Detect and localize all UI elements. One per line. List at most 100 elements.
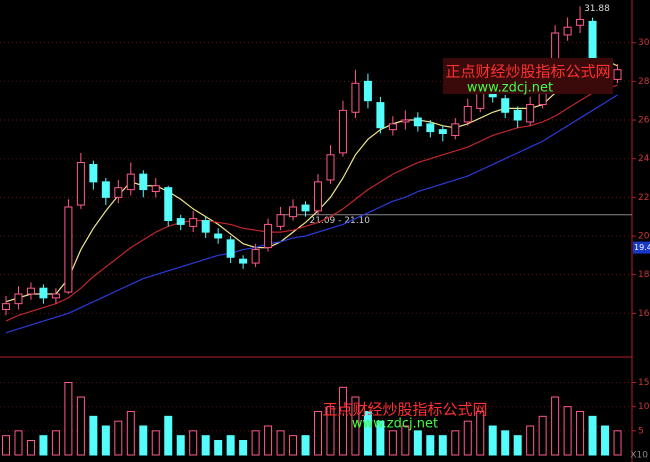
candle-body [563, 26, 572, 36]
volume-bar [126, 411, 135, 456]
candle-body [214, 233, 223, 239]
candle-body [388, 123, 397, 131]
volume-unit: X10 [630, 451, 648, 461]
y-tick-label: 26 [638, 116, 650, 126]
y-tick-label: 5 [638, 426, 644, 436]
ma-line [5, 94, 618, 334]
volume-bar [388, 430, 397, 456]
volume-bar [351, 396, 360, 456]
candle-body [226, 239, 235, 258]
volume-bar [551, 396, 560, 456]
watermark-box [443, 58, 613, 94]
ma-line [5, 84, 618, 322]
volume-bar [563, 406, 572, 456]
volume-bar [601, 425, 610, 456]
volume-bar [476, 411, 485, 456]
volume-bar [2, 435, 10, 456]
volume-bar [101, 425, 110, 456]
watermark-url: www.zdcj.net [467, 81, 553, 96]
candle-body [426, 123, 435, 133]
y-tick-label: 28 [638, 77, 650, 87]
volume-bar [488, 425, 497, 456]
volume-bar [376, 420, 385, 456]
volume-bar [413, 430, 422, 456]
volume-bar [264, 425, 273, 456]
candle-body [588, 20, 597, 63]
volume-bar [176, 435, 185, 456]
volume-bar [14, 430, 23, 456]
high-label: 31.88 [584, 4, 610, 14]
volume-bar [64, 382, 73, 456]
volume-bar [438, 435, 447, 456]
candle-body [164, 187, 173, 222]
volume-bar [501, 430, 510, 456]
volume-bar [576, 411, 585, 456]
candle-body [264, 223, 273, 249]
candle-body [351, 82, 360, 113]
volume-bar [513, 435, 522, 456]
watermark-title: 正点财经炒股指标公式网 [322, 401, 487, 419]
candle-body [276, 214, 285, 227]
volume-bar [114, 420, 123, 456]
y-tick-label: 15 [638, 378, 649, 388]
y-tick-label: 10 [638, 402, 650, 412]
candle-body [2, 303, 10, 310]
candle-body [126, 173, 135, 191]
volume-bar [588, 415, 597, 456]
y-tick-label: 18 [638, 270, 650, 280]
volume-bar [164, 415, 173, 456]
candle-body [101, 181, 110, 198]
volume-bar [139, 425, 148, 456]
candle-body [613, 69, 622, 80]
volume-bar [401, 425, 410, 456]
candle-body [526, 104, 535, 123]
volume-bar [463, 420, 472, 456]
candle-body [401, 119, 410, 123]
volume-bar [201, 435, 210, 456]
candle-body [576, 18, 585, 26]
volume-bar [363, 411, 372, 456]
volume-bar [451, 430, 460, 456]
candle-body [451, 123, 460, 136]
watermark-title: 正点财经炒股指标公式网 [445, 63, 610, 81]
volume-bar [314, 411, 322, 456]
candle-body [463, 105, 472, 123]
candle-body [64, 206, 73, 293]
volume-bar [39, 435, 48, 456]
price-marker-box [633, 241, 650, 254]
volume-bar [239, 440, 248, 456]
candle-body [176, 218, 185, 225]
volume-bar [189, 430, 198, 456]
candle-body [314, 181, 322, 212]
candle-body [501, 98, 510, 113]
candle-body [189, 218, 198, 227]
candle-body [513, 109, 522, 121]
candle-body [251, 249, 260, 264]
volume-bar [526, 425, 535, 456]
candle-body [51, 293, 60, 299]
candle-body [114, 187, 123, 198]
volume-bar [426, 435, 435, 456]
watermark-url: www.zdcj.net [352, 417, 438, 432]
candle-body [413, 117, 422, 127]
volume-bar [301, 435, 310, 456]
y-tick-label: 16 [638, 309, 650, 319]
y-tick-label: 20 [638, 232, 650, 242]
volume-bar [51, 430, 60, 456]
candle-body [39, 287, 48, 299]
y-tick-label: 22 [638, 193, 649, 203]
volume-bar [613, 430, 622, 456]
volume-bar [76, 396, 85, 456]
candle-body [363, 80, 372, 102]
candle-body [76, 162, 85, 206]
y-tick-label: 24 [638, 154, 650, 164]
candle-body [201, 220, 210, 233]
candle-body [438, 129, 447, 135]
volume-bar [276, 430, 285, 456]
candle-body [338, 109, 347, 154]
candle-body [151, 185, 160, 193]
ma-line [5, 57, 618, 303]
volume-bar [89, 415, 98, 456]
volume-bar [538, 415, 547, 456]
